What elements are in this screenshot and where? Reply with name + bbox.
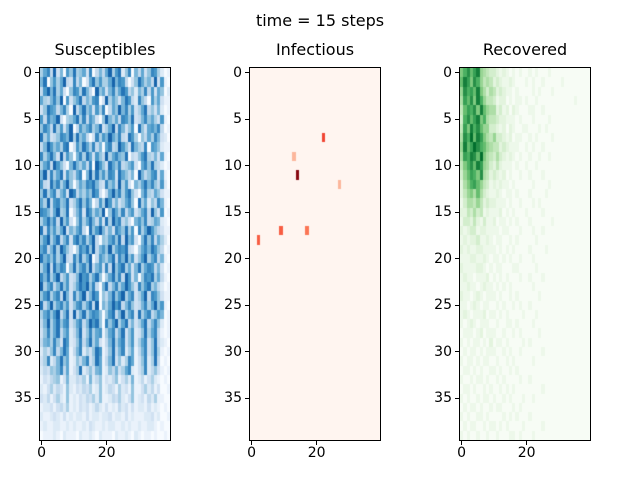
subplot-susceptibles: Susceptibles 0 5 10 15 20 25 30 35 0 20 bbox=[14, 40, 171, 461]
heatmap-canvas-recovered bbox=[460, 68, 590, 440]
y-tick-mark bbox=[455, 351, 459, 353]
y-tick-mark bbox=[455, 304, 459, 306]
y-tick-label: 30 bbox=[224, 343, 242, 360]
y-tick-mark bbox=[35, 304, 39, 306]
subplot-title-recovered: Recovered bbox=[482, 40, 568, 59]
y-tick-mark bbox=[35, 397, 39, 399]
y-tick-label: 35 bbox=[224, 390, 242, 407]
y-tick-label: 25 bbox=[224, 297, 242, 314]
y-tick-mark bbox=[35, 211, 39, 213]
y-tick-label: 25 bbox=[14, 297, 32, 314]
y-tick-mark bbox=[455, 165, 459, 167]
y-tick-label: 15 bbox=[434, 204, 452, 221]
x-tick-mark bbox=[316, 441, 318, 445]
x-tick-mark bbox=[526, 441, 528, 445]
heatmap-canvas-susceptibles bbox=[40, 68, 170, 440]
y-tick-mark bbox=[245, 304, 249, 306]
x-tick-mark bbox=[41, 441, 43, 445]
heatmap-canvas-infectious bbox=[250, 68, 380, 440]
y-tick-label: 15 bbox=[14, 204, 32, 221]
y-tick-mark bbox=[455, 72, 459, 74]
y-tick-label: 20 bbox=[434, 250, 452, 267]
y-tick-mark bbox=[35, 72, 39, 74]
y-tick-mark bbox=[455, 211, 459, 213]
subplot-title-susceptibles: Susceptibles bbox=[54, 40, 156, 59]
y-tick-label: 10 bbox=[14, 157, 32, 174]
y-tick-mark bbox=[245, 118, 249, 120]
y-tick-mark bbox=[35, 165, 39, 167]
x-tick-mark bbox=[106, 441, 108, 445]
y-tick-mark bbox=[35, 351, 39, 353]
subplot-infectious: Infectious 0 5 10 15 20 25 30 35 0 20 bbox=[224, 40, 381, 461]
y-tick-mark bbox=[245, 72, 249, 74]
y-tick-mark bbox=[35, 258, 39, 260]
y-tick-label: 10 bbox=[434, 157, 452, 174]
y-tick-mark bbox=[35, 118, 39, 120]
y-tick-label: 0 bbox=[233, 64, 242, 81]
y-tick-mark bbox=[245, 397, 249, 399]
axes-frame-infectious bbox=[249, 67, 381, 441]
figure-suptitle: time = 15 steps bbox=[255, 11, 385, 30]
axes-frame-susceptibles bbox=[39, 67, 171, 441]
x-tick-label: 0 bbox=[37, 445, 47, 461]
y-tick-label: 35 bbox=[434, 390, 452, 407]
y-tick-mark bbox=[245, 165, 249, 167]
y-tick-label: 15 bbox=[224, 204, 242, 221]
y-tick-label: 5 bbox=[233, 111, 242, 128]
y-tick-mark bbox=[245, 351, 249, 353]
x-tick-mark bbox=[461, 441, 463, 445]
y-tick-label: 20 bbox=[224, 250, 242, 267]
y-tick-label: 0 bbox=[23, 64, 32, 81]
axes-frame-recovered bbox=[459, 67, 591, 441]
y-tick-mark bbox=[455, 118, 459, 120]
y-tick-label: 30 bbox=[434, 343, 452, 360]
x-tick-mark bbox=[251, 441, 253, 445]
y-tick-label: 35 bbox=[14, 390, 32, 407]
x-tick-label: 0 bbox=[247, 445, 257, 461]
subplot-title-infectious: Infectious bbox=[275, 40, 355, 59]
x-tick-label: 20 bbox=[517, 445, 536, 461]
y-tick-mark bbox=[245, 258, 249, 260]
x-tick-label: 20 bbox=[97, 445, 116, 461]
y-tick-label: 10 bbox=[224, 157, 242, 174]
y-tick-label: 5 bbox=[23, 111, 32, 128]
y-tick-label: 30 bbox=[14, 343, 32, 360]
y-tick-label: 5 bbox=[443, 111, 452, 128]
x-tick-label: 0 bbox=[457, 445, 467, 461]
y-tick-label: 25 bbox=[434, 297, 452, 314]
x-tick-label: 20 bbox=[307, 445, 326, 461]
y-tick-mark bbox=[455, 258, 459, 260]
y-tick-mark bbox=[245, 211, 249, 213]
y-tick-label: 20 bbox=[14, 250, 32, 267]
subplot-recovered: Recovered 0 5 10 15 20 25 30 35 0 20 bbox=[434, 40, 591, 461]
y-tick-label: 0 bbox=[443, 64, 452, 81]
y-tick-mark bbox=[455, 397, 459, 399]
